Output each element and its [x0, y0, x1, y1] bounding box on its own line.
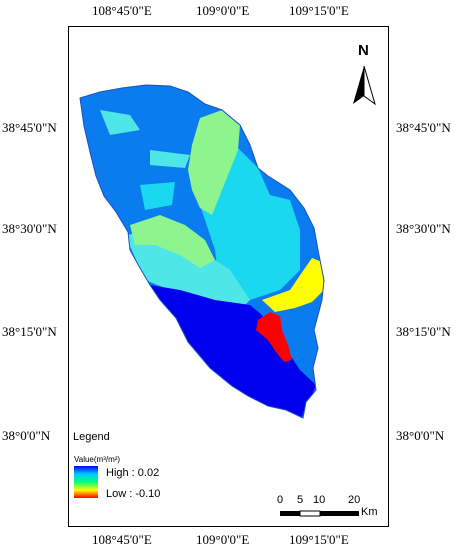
zone-light-cyan-patch-1	[100, 110, 140, 135]
left-lat-label-4: 38°0'0"N	[2, 428, 51, 443]
scale-tick-20: 20	[348, 494, 361, 506]
north-label: N	[358, 42, 369, 59]
legend-unit-label: Value(m³/m²)	[74, 455, 121, 464]
scale-tick-0: 0	[277, 494, 284, 506]
right-lat-label-3: 38°15'0"N	[396, 324, 451, 339]
north-arrow-icon	[353, 65, 376, 106]
zone-red	[256, 312, 292, 362]
right-lat-label-4: 38°0'0"N	[396, 428, 445, 443]
zone-light-green-west	[130, 215, 215, 268]
scale-tick-5: 5	[297, 494, 304, 506]
zone-dark-blue	[150, 285, 316, 418]
left-lat-label-1: 38°45'0"N	[2, 120, 57, 135]
scale-tick-10: 10	[313, 494, 326, 506]
zone-light-cyan-patch-2	[150, 150, 190, 168]
zone-cyan-patch	[140, 182, 175, 210]
basin-outline	[79, 84, 325, 419]
legend-high-label: High : 0.02	[106, 467, 160, 479]
scale-unit: Km	[361, 506, 378, 518]
zone-light-green-north	[188, 110, 240, 215]
legend-title: Legend	[73, 431, 110, 443]
top-lon-label-2: 109°0'0"E	[196, 3, 250, 18]
bottom-lon-label-2: 109°0'0"E	[196, 532, 250, 547]
bottom-lon-label-3: 109°15'0"E	[289, 532, 349, 547]
legend-low-label: Low : -0.10	[106, 488, 161, 500]
scale-bar	[280, 510, 359, 517]
left-lat-label-3: 38°15'0"N	[2, 324, 57, 339]
zone-light-cyan	[125, 230, 250, 310]
right-lat-label-1: 38°45'0"N	[396, 120, 451, 135]
top-lon-label-3: 109°15'0"E	[289, 3, 349, 18]
zone-yellow	[262, 258, 324, 312]
right-lat-label-2: 38°30'0"N	[396, 221, 451, 236]
legend-color-ramp	[74, 466, 98, 498]
left-lat-label-2: 38°30'0"N	[2, 221, 57, 236]
top-lon-label-1: 108°45'0"E	[92, 3, 152, 18]
bottom-lon-label-1: 108°45'0"E	[92, 532, 152, 547]
